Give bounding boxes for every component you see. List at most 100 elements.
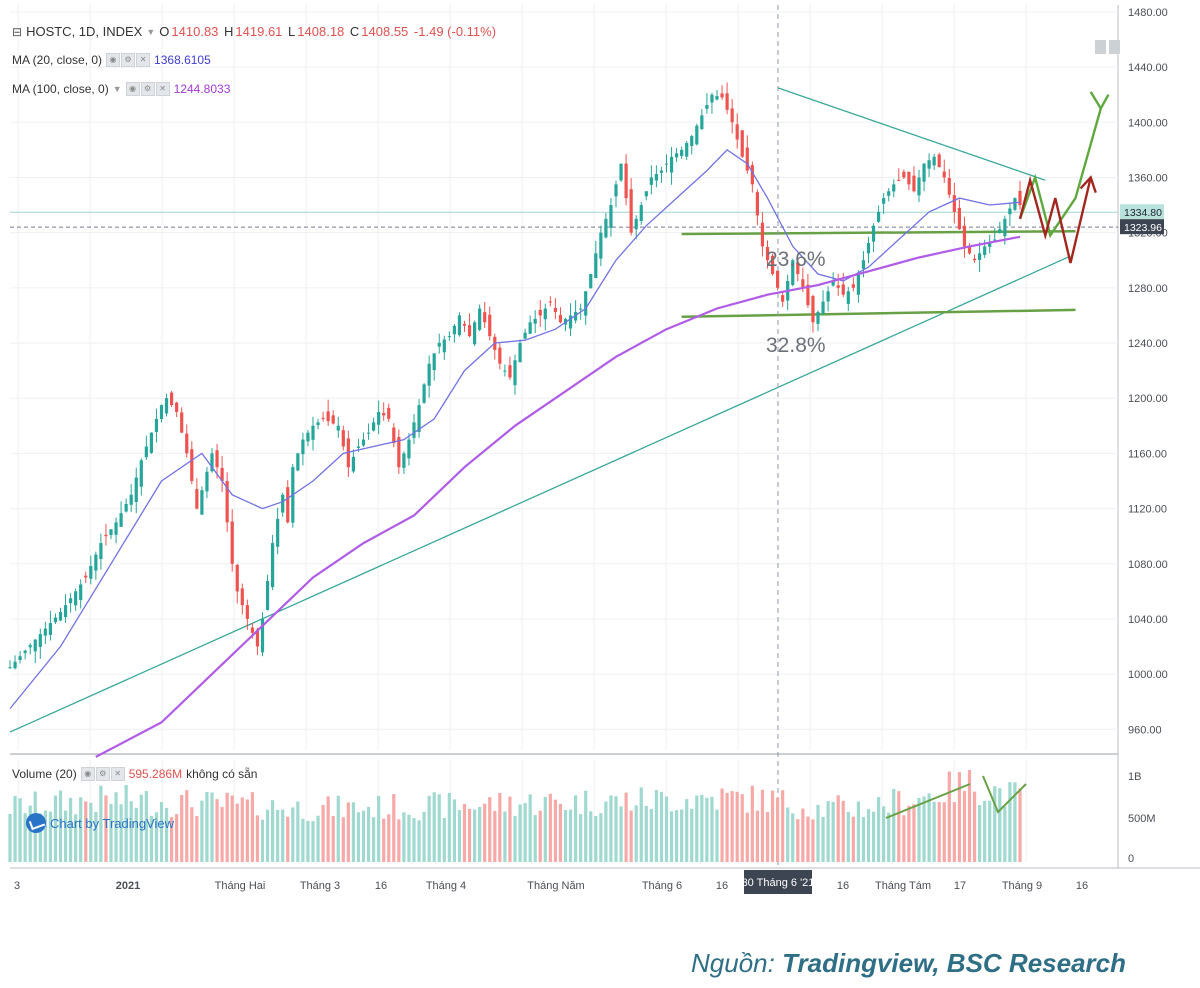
candle-body	[382, 412, 386, 416]
volume-bar	[240, 797, 244, 862]
volume-bar	[786, 807, 790, 862]
y-tick-label: 1440.00	[1128, 62, 1168, 74]
x-tick-label: Tháng 6	[642, 880, 682, 892]
caret-down-icon[interactable]: ▼	[112, 84, 122, 94]
candle-body	[1008, 208, 1012, 215]
volume-bar	[649, 809, 653, 862]
volume-bar	[281, 809, 285, 862]
volume-bar	[760, 789, 765, 862]
candle-body	[63, 605, 68, 618]
volume-trend-v	[982, 775, 1027, 814]
candle-body	[18, 656, 22, 660]
candle-body	[811, 295, 815, 323]
candle-body	[765, 246, 770, 261]
candle-body	[983, 246, 987, 255]
volume-bar	[245, 799, 249, 862]
candle-body	[326, 411, 330, 422]
volume-bar	[53, 795, 58, 862]
volume-bar	[776, 797, 780, 862]
candle-body	[28, 645, 32, 648]
candle-body	[740, 130, 744, 157]
volume-bar	[210, 792, 214, 862]
pane-buttons[interactable]	[1095, 40, 1120, 54]
volume-bar	[402, 812, 406, 862]
candle-body	[675, 153, 679, 158]
candle-body	[437, 343, 441, 347]
pane-down-icon[interactable]	[1109, 40, 1120, 54]
eye-icon[interactable]: ◉	[80, 767, 95, 781]
candle-body	[170, 392, 174, 406]
volume-bar	[84, 801, 88, 862]
volume-bar	[740, 794, 744, 862]
price-badge-label: 1334.80	[1124, 207, 1162, 219]
close-icon[interactable]: ✕	[155, 82, 170, 96]
candle-body	[599, 232, 603, 259]
volume-controls[interactable]: ◉ ⚙ ✕	[80, 767, 125, 781]
eye-icon[interactable]: ◉	[125, 82, 140, 96]
candle-body	[58, 612, 63, 621]
close-icon[interactable]: ✕	[136, 53, 151, 67]
candle-body	[250, 627, 254, 633]
settings-icon[interactable]: ⚙	[121, 53, 136, 67]
volume-bar	[79, 797, 83, 862]
candle-body	[947, 177, 951, 195]
candle-body	[104, 534, 108, 537]
volume-bar	[397, 819, 401, 862]
candle-body	[432, 353, 436, 371]
volume-bar	[296, 801, 300, 862]
eye-icon[interactable]: ◉	[106, 53, 121, 67]
volume-bar	[321, 805, 325, 862]
volume-bar	[690, 808, 694, 862]
price-badge-label: 1323.96	[1124, 222, 1162, 234]
x-tick-label: Tháng Năm	[527, 880, 584, 892]
candle-body	[513, 360, 517, 386]
low-value: 1408.18	[297, 24, 345, 39]
x-tick-label: Tháng Hai	[215, 880, 266, 892]
volume-bar	[558, 803, 563, 862]
descending-trendline	[777, 87, 1046, 181]
candle-body	[447, 336, 451, 338]
ma20-controls[interactable]: ◉ ⚙ ✕	[106, 53, 151, 67]
candle-body	[533, 318, 537, 324]
candle-body	[38, 634, 42, 647]
volume-bar	[604, 801, 608, 862]
candle-body	[725, 93, 729, 110]
volume-bar	[366, 806, 371, 862]
caret-down-icon[interactable]: ▼	[146, 26, 156, 37]
candle-body	[1003, 218, 1007, 237]
candle-body	[149, 432, 153, 453]
candle-body	[185, 433, 189, 454]
ma100-controls[interactable]: ◉ ⚙ ✕	[125, 82, 170, 96]
volume-bar	[382, 818, 386, 862]
volume-bar	[331, 816, 335, 862]
low-label: L	[288, 24, 296, 39]
settings-icon[interactable]: ⚙	[95, 767, 110, 781]
candle-body	[710, 94, 714, 103]
candle-body	[53, 617, 58, 623]
candle-body	[680, 149, 684, 157]
candle-body	[377, 411, 381, 425]
volume-bar	[170, 817, 174, 862]
settings-icon[interactable]: ⚙	[140, 82, 155, 96]
candle-body	[877, 211, 881, 222]
volume-bar	[634, 805, 638, 862]
price-chart[interactable]: 1480.001440.001400.001360.001320.001280.…	[0, 0, 1200, 910]
close-icon[interactable]: ✕	[110, 767, 125, 781]
volume-bar	[291, 807, 295, 862]
pane-up-icon[interactable]	[1095, 40, 1106, 54]
collapse-icon[interactable]: ⊟	[12, 24, 23, 39]
y-tick-label: 1120.00	[1128, 504, 1167, 516]
candle-body	[907, 171, 911, 185]
candle-body	[568, 315, 573, 329]
candle-body	[967, 246, 972, 254]
candle-body	[937, 154, 941, 168]
symbol-title: HOSTC, 1D, INDEX	[26, 24, 143, 39]
volume-bar	[48, 811, 52, 862]
volume-bar	[377, 795, 381, 862]
volume-bar	[942, 802, 946, 862]
candle-body	[48, 623, 52, 635]
candle-body	[508, 365, 512, 378]
candle-body	[1018, 190, 1022, 206]
volume-bar	[412, 818, 416, 862]
candle-body	[841, 284, 845, 295]
